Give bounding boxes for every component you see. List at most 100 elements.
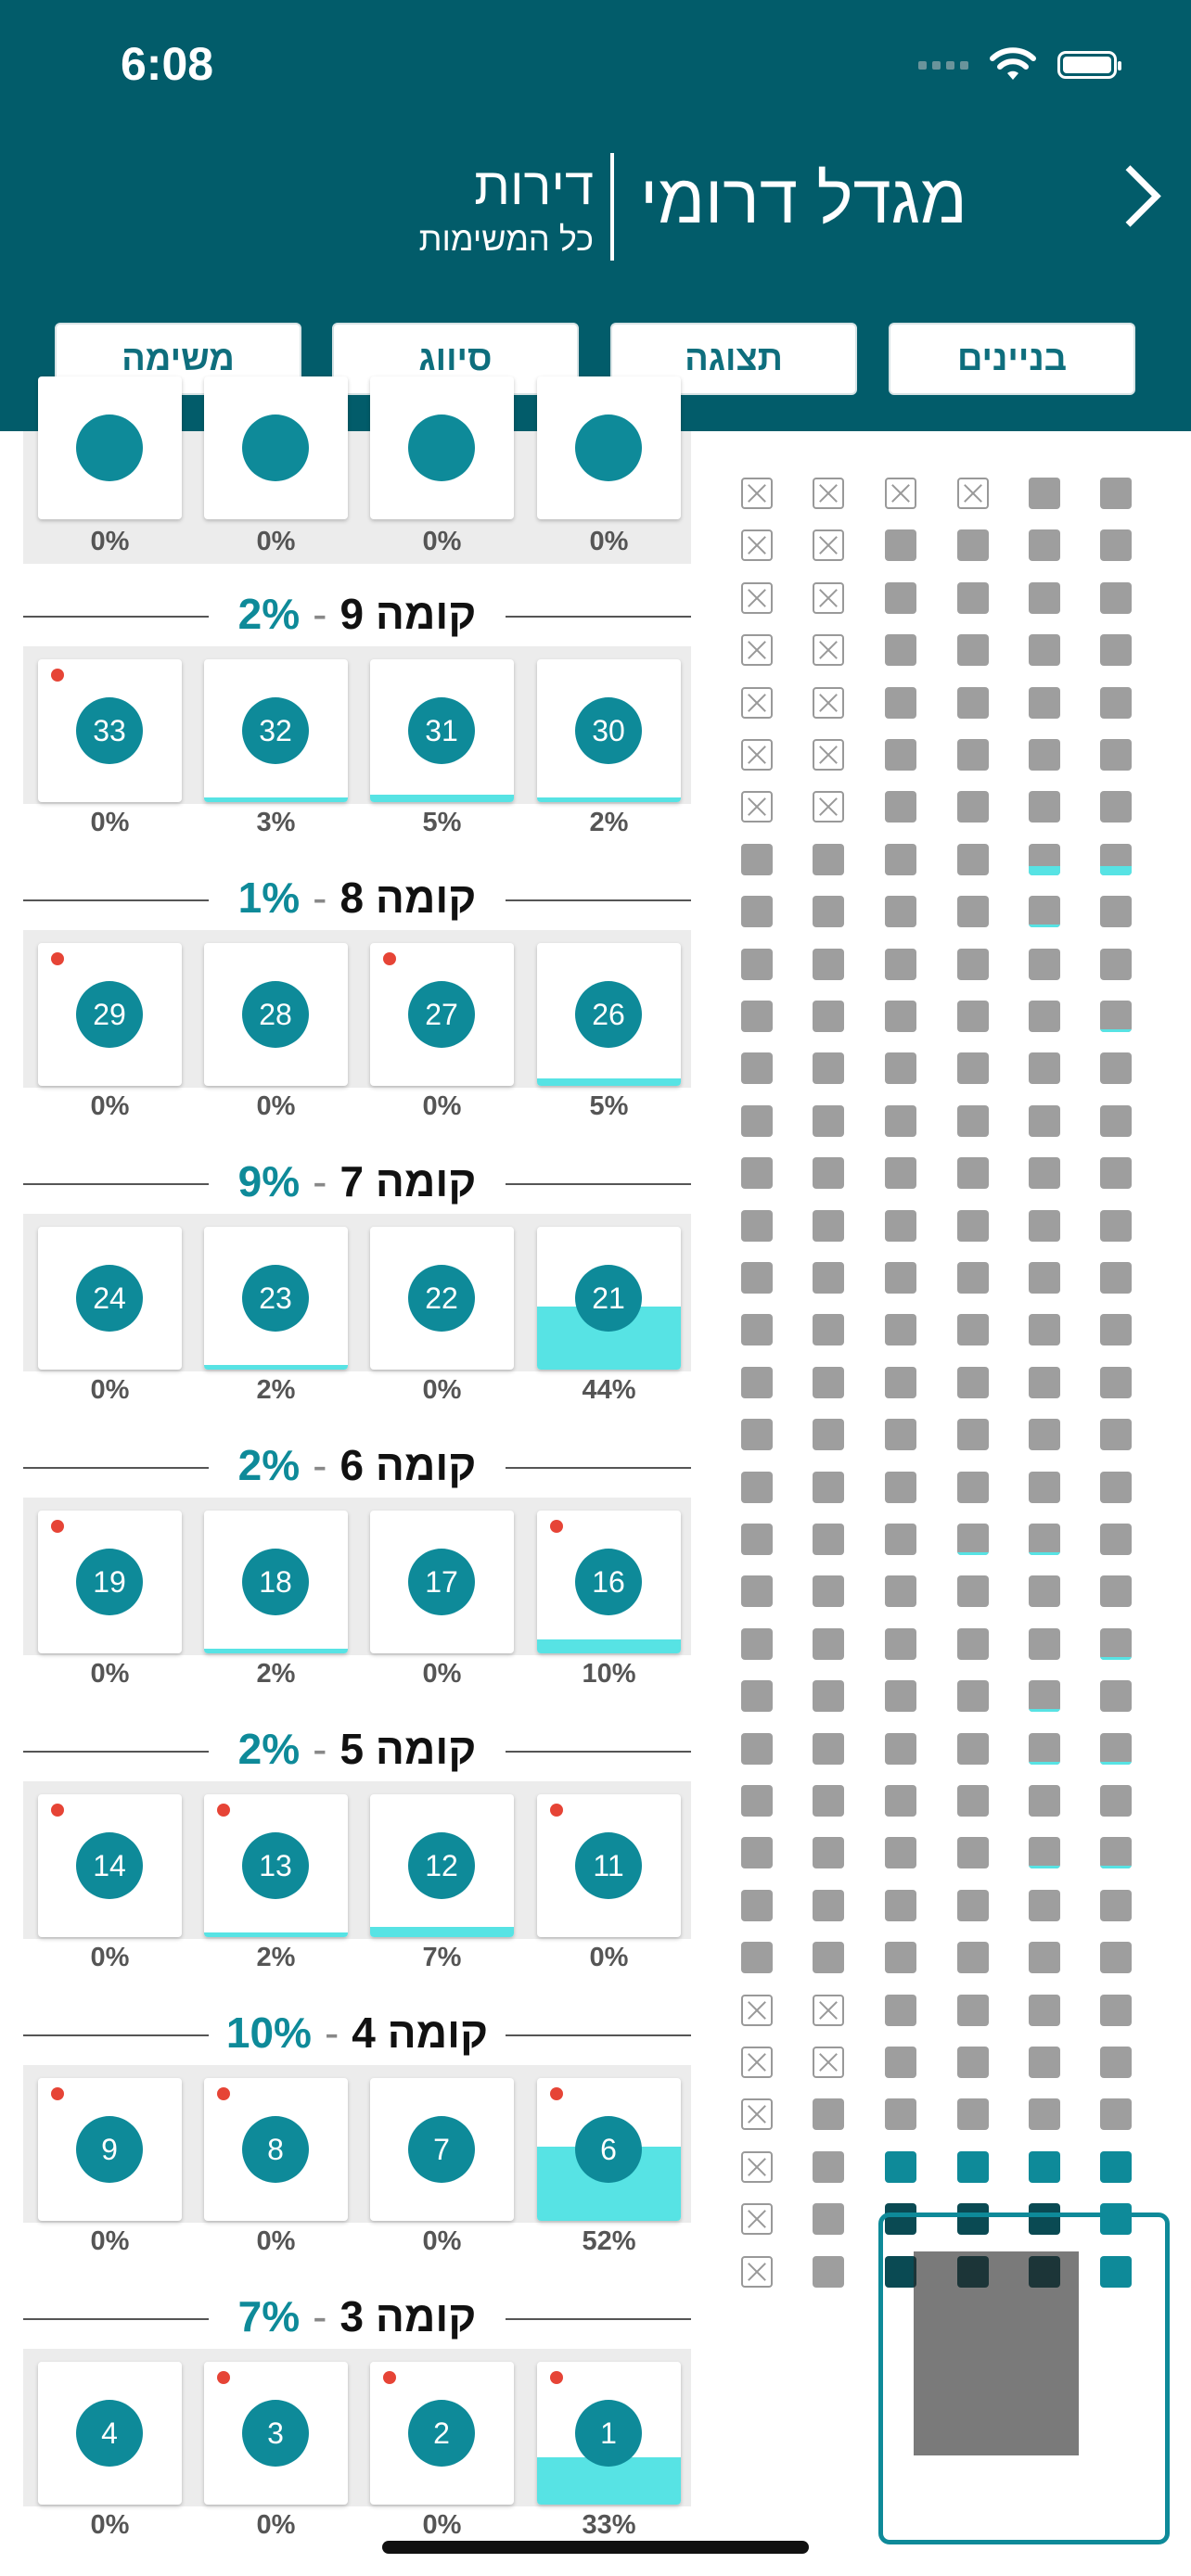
building-grid-cell[interactable]: [813, 844, 844, 875]
building-grid-cell[interactable]: [1029, 739, 1060, 771]
building-grid-cell[interactable]: [813, 1472, 844, 1503]
building-grid-cell[interactable]: [1029, 1367, 1060, 1398]
building-grid-cell[interactable]: [957, 1367, 989, 1398]
apartment-card[interactable]: 21: [537, 1227, 681, 1370]
building-grid-cell[interactable]: [957, 529, 989, 561]
building-grid-cell[interactable]: [1029, 634, 1060, 666]
apartment-card[interactable]: 13: [204, 1794, 348, 1937]
building-grid-cell[interactable]: [1029, 896, 1060, 927]
building-grid-cell[interactable]: [1100, 2203, 1132, 2235]
apartment-card[interactable]: 27: [370, 943, 514, 1086]
building-grid-cell[interactable]: [1100, 1785, 1132, 1817]
apartment-card[interactable]: 6: [537, 2078, 681, 2221]
building-grid-cell[interactable]: [741, 844, 773, 875]
building-grid-cell[interactable]: [813, 1001, 844, 1032]
building-grid-cell[interactable]: [1029, 1001, 1060, 1032]
building-grid-cell[interactable]: [741, 529, 773, 561]
building-grid-cell[interactable]: [1100, 478, 1132, 509]
apartment-card[interactable]: 23: [204, 1227, 348, 1370]
building-grid-cell[interactable]: [885, 529, 916, 561]
building-grid-cell[interactable]: [957, 1628, 989, 1660]
apartment-card[interactable]: 31: [370, 659, 514, 802]
building-grid-cell[interactable]: [957, 1524, 989, 1555]
building-grid-cell[interactable]: [957, 1785, 989, 1817]
building-grid-cell[interactable]: [1029, 1575, 1060, 1607]
building-grid-cell[interactable]: [1029, 791, 1060, 823]
building-grid-cell[interactable]: [1029, 1733, 1060, 1765]
building-grid-cell[interactable]: [885, 1001, 916, 1032]
building-grid-cell[interactable]: [885, 1472, 916, 1503]
building-grid-cell[interactable]: [1029, 1837, 1060, 1868]
building-grid-cell[interactable]: [1100, 1262, 1132, 1294]
apartment-card[interactable]: 4: [38, 2362, 182, 2505]
building-grid-cell[interactable]: [813, 1210, 844, 1242]
building-grid-cell[interactable]: [1100, 2098, 1132, 2130]
building-grid-cell[interactable]: [741, 1837, 773, 1868]
building-grid-cell[interactable]: [1100, 529, 1132, 561]
building-grid-cell[interactable]: [1029, 1314, 1060, 1345]
building-grid-cell[interactable]: [1100, 1210, 1132, 1242]
building-grid-cell[interactable]: [813, 2203, 844, 2235]
building-grid-cell[interactable]: [741, 1942, 773, 1973]
minimap-viewport[interactable]: [914, 2251, 1079, 2455]
building-grid-cell[interactable]: [813, 2256, 844, 2288]
building-grid-cell[interactable]: [813, 791, 844, 823]
building-grid-cell[interactable]: [885, 1680, 916, 1712]
building-grid-cell[interactable]: [813, 2047, 844, 2078]
building-grid-cell[interactable]: [885, 1105, 916, 1137]
building-grid-cell[interactable]: [957, 634, 989, 666]
building-grid-cell[interactable]: [741, 1628, 773, 1660]
building-grid-cell[interactable]: [885, 2098, 916, 2130]
building-grid-cell[interactable]: [813, 1995, 844, 2026]
building-grid-cell[interactable]: [1100, 1680, 1132, 1712]
building-grid-cell[interactable]: [813, 1942, 844, 1973]
building-grid-cell[interactable]: [813, 1524, 844, 1555]
building-grid-cell[interactable]: [741, 1995, 773, 2026]
building-grid-cell[interactable]: [813, 1837, 844, 1868]
building-grid-cell[interactable]: [1029, 687, 1060, 719]
building-grid-cell[interactable]: [957, 1890, 989, 1921]
building-grid-cell[interactable]: [957, 687, 989, 719]
building-grid-cell[interactable]: [741, 896, 773, 927]
building-grid-cell[interactable]: [741, 1524, 773, 1555]
building-grid-cell[interactable]: [885, 1890, 916, 1921]
building-grid-cell[interactable]: [957, 1157, 989, 1189]
building-grid-cell[interactable]: [1029, 1942, 1060, 1973]
building-grid-cell[interactable]: [957, 739, 989, 771]
building-grid-cell[interactable]: [813, 949, 844, 980]
building-grid-cell[interactable]: [1029, 1105, 1060, 1137]
apartment-card-partial[interactable]: [370, 376, 514, 519]
apartment-card[interactable]: 14: [38, 1794, 182, 1937]
building-grid-cell[interactable]: [957, 1210, 989, 1242]
building-grid-cell[interactable]: [1100, 739, 1132, 771]
building-grid-cell[interactable]: [1029, 1157, 1060, 1189]
building-grid-cell[interactable]: [813, 1785, 844, 1817]
building-grid-cell[interactable]: [885, 1157, 916, 1189]
apartment-card[interactable]: 3: [204, 2362, 348, 2505]
building-grid-cell[interactable]: [885, 1733, 916, 1765]
buildings-button[interactable]: בניינים: [889, 323, 1135, 395]
building-grid-cell[interactable]: [957, 478, 989, 509]
apartment-card[interactable]: 22: [370, 1227, 514, 1370]
building-grid-cell[interactable]: [1100, 949, 1132, 980]
building-grid-cell[interactable]: [741, 1419, 773, 1450]
apartment-card[interactable]: 19: [38, 1511, 182, 1653]
building-grid-cell[interactable]: [813, 739, 844, 771]
building-grid-cell[interactable]: [885, 1367, 916, 1398]
building-grid-cell[interactable]: [741, 2256, 773, 2288]
building-grid-cell[interactable]: [1029, 582, 1060, 614]
building-grid-cell[interactable]: [957, 1314, 989, 1345]
building-grid-cell[interactable]: [885, 1995, 916, 2026]
building-grid-cell[interactable]: [813, 478, 844, 509]
building-grid-cell[interactable]: [1029, 1524, 1060, 1555]
building-grid-cell[interactable]: [957, 1419, 989, 1450]
building-grid-cell[interactable]: [957, 1995, 989, 2026]
building-grid-cell[interactable]: [741, 1262, 773, 1294]
building-grid-cell[interactable]: [1100, 1942, 1132, 1973]
building-grid-cell[interactable]: [813, 529, 844, 561]
building-grid-cell[interactable]: [1100, 1575, 1132, 1607]
building-grid-cell[interactable]: [813, 1052, 844, 1084]
building-grid-cell[interactable]: [741, 1052, 773, 1084]
building-grid-cell[interactable]: [813, 1419, 844, 1450]
building-grid-cell[interactable]: [1029, 1472, 1060, 1503]
